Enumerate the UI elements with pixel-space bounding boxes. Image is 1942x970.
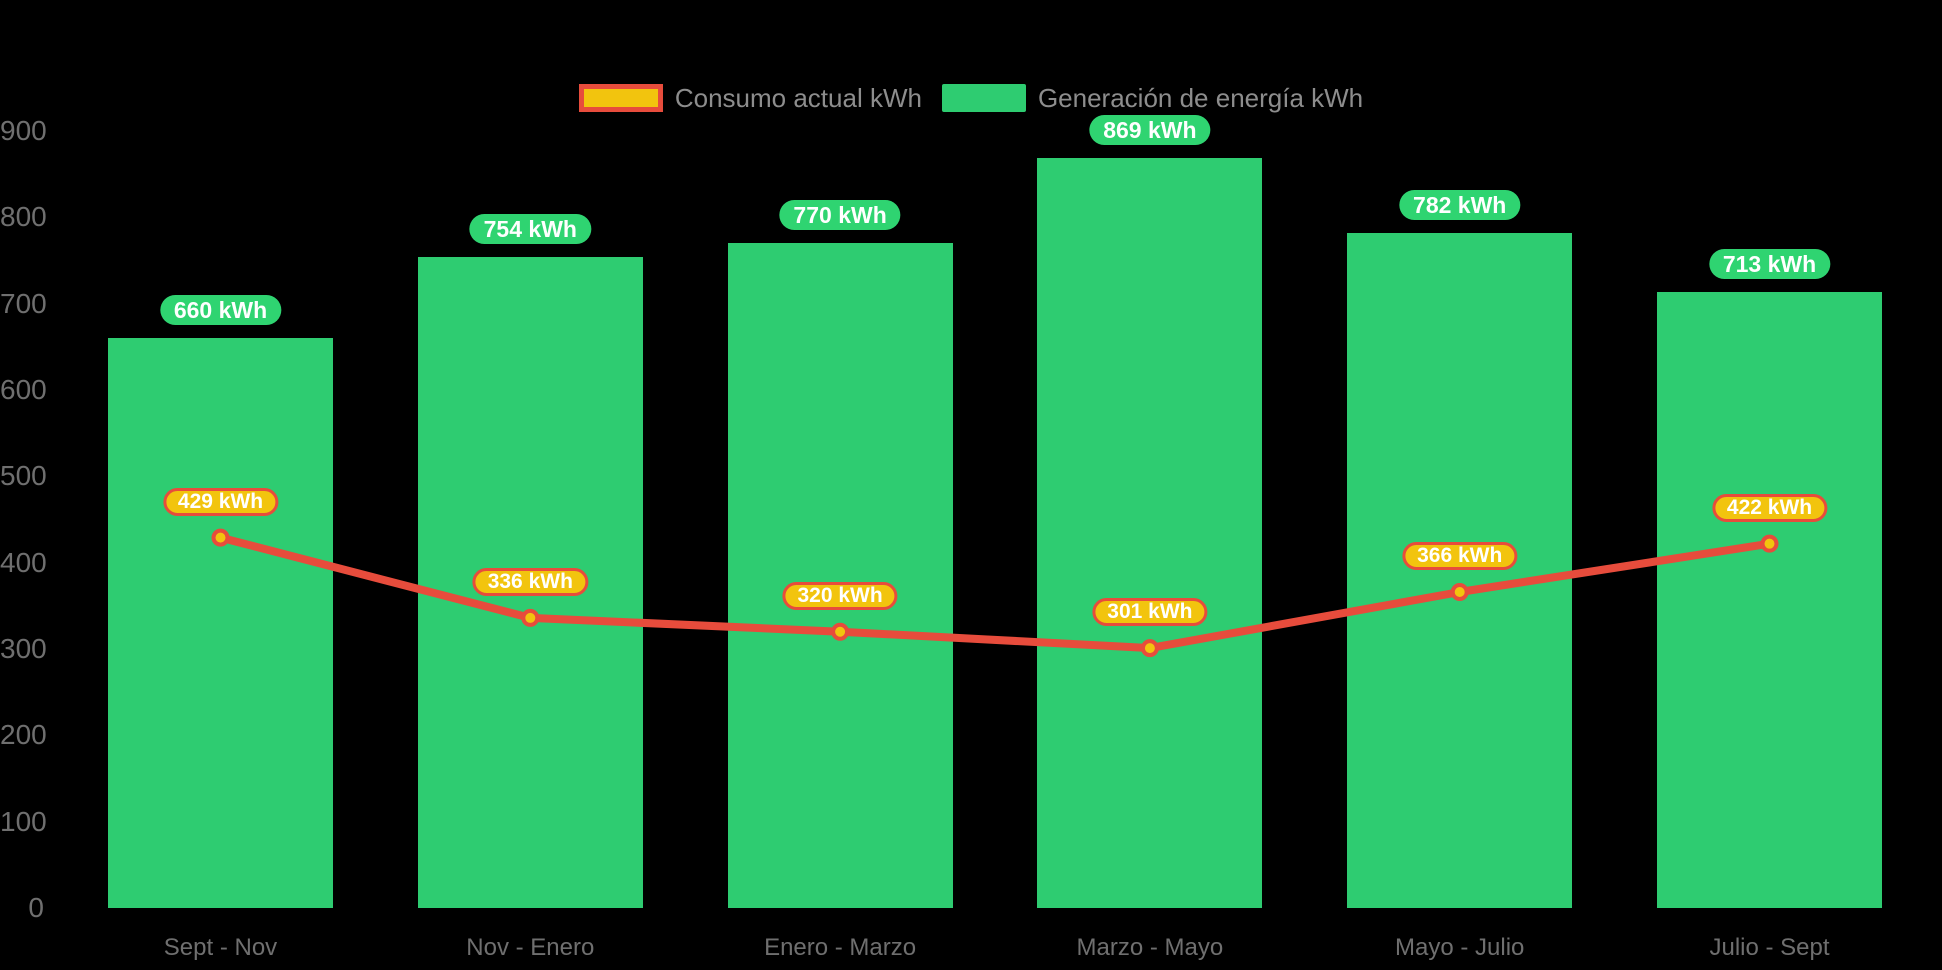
generation-bar[interactable] [1657, 292, 1882, 908]
consumption-point[interactable] [831, 622, 850, 641]
generation-bar[interactable] [1037, 157, 1263, 908]
y-tick-label: 400 [0, 546, 47, 578]
generation-value-label: 770 kWh [779, 200, 901, 231]
y-tick-label: 600 [0, 374, 47, 405]
consumption-point[interactable] [1450, 583, 1469, 602]
y-tick-label: 800 [0, 201, 47, 233]
legend-label-generacion: Generación de energía kWh [1037, 83, 1364, 113]
y-tick-label: 100 [0, 805, 47, 837]
consumption-point[interactable] [1760, 534, 1779, 553]
consumo-swatch-icon [578, 84, 663, 112]
consumption-line [216, 533, 1774, 653]
x-tick-label: Marzo - Mayo [1076, 934, 1224, 961]
x-tick-label: Julio - Sept [1709, 934, 1830, 961]
legend-item-generacion[interactable]: Generación de energía kWh [941, 83, 1364, 113]
consumption-value-label: 336 kWh [472, 567, 588, 596]
x-tick-label: Mayo - Julio [1395, 934, 1525, 961]
chart-legend: Consumo actual kWh Generación de energía… [0, 84, 1942, 112]
y-tick-label: 300 [0, 633, 47, 664]
generation-value-label: 660 kWh [159, 295, 282, 326]
y-tick-label: 200 [0, 719, 47, 751]
legend-item-consumo-actual[interactable]: Consumo actual kWh [578, 83, 922, 113]
consumption-point[interactable] [1140, 639, 1159, 658]
consumption-point[interactable] [521, 608, 540, 627]
generation-value-label: 869 kWh [1089, 114, 1211, 145]
consumption-value-label: 422 kWh [1711, 493, 1828, 522]
consumption-value-label: 320 kWh [782, 581, 898, 610]
consumption-value-label: 301 kWh [1092, 598, 1208, 627]
x-tick-label: Nov - Enero [466, 934, 595, 961]
x-tick-label: Sept - Nov [163, 934, 278, 961]
consumption-value-label: 366 kWh [1402, 542, 1518, 571]
generation-value-label: 754 kWh [469, 214, 591, 245]
x-tick-label: Enero - Marzo [764, 934, 917, 961]
generation-value-label: 782 kWh [1399, 189, 1521, 220]
y-tick-label: 500 [0, 460, 47, 492]
consumption-point[interactable] [211, 528, 230, 547]
legend-label-consumo: Consumo actual kWh [674, 83, 922, 113]
y-tick-label: 900 [0, 115, 47, 146]
generation-bar[interactable] [108, 338, 333, 908]
generation-bar[interactable] [727, 243, 953, 908]
generacion-swatch-icon [941, 84, 1026, 112]
y-tick-label: 700 [0, 287, 47, 319]
generation-value-label: 713 kWh [1708, 249, 1831, 280]
generation-bar[interactable] [1347, 232, 1573, 908]
y-tick-label: 0 [28, 892, 44, 923]
consumption-value-label: 429 kWh [162, 487, 279, 516]
